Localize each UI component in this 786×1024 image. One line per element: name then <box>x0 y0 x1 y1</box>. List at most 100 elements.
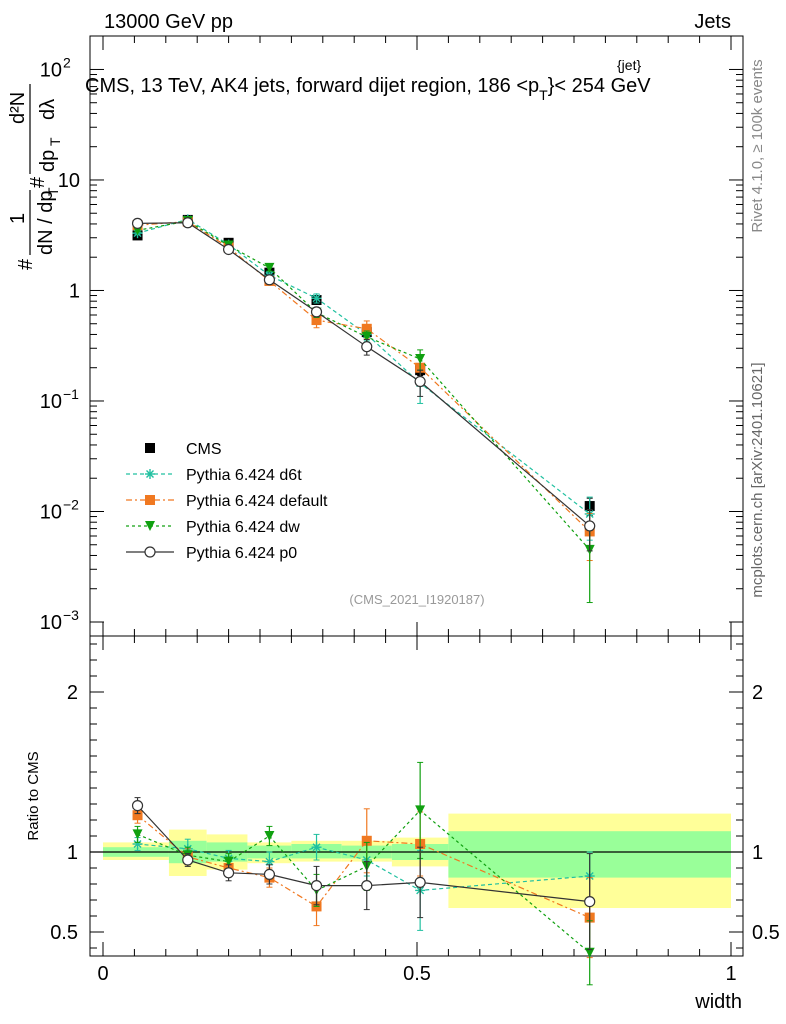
ylabel-hash2: # <box>27 176 49 188</box>
title-superscript: {jet} <box>617 57 641 73</box>
ylabel-hash1: # <box>15 258 37 270</box>
data-point <box>264 831 275 841</box>
ratio-ytick-label-right: 2 <box>752 682 763 704</box>
side-rivet-label: Rivet 4.1.0, ≥ 100k events <box>749 59 766 232</box>
data-point <box>414 876 426 889</box>
series-pythia-6-424-p0 <box>131 217 596 552</box>
legend-label: Pythia 6.424 d6t <box>186 467 302 484</box>
x-tick-label: 0 <box>97 963 108 985</box>
ylabel-denominator: dN / dp <box>35 191 57 255</box>
ratio-axes: 0.5 0.5 1 1 2 2 0 0.5 1 <box>50 636 780 985</box>
ytick-base: 10 <box>40 59 62 81</box>
legend-label: Pythia 6.424 p0 <box>186 545 297 562</box>
data-point <box>310 306 323 318</box>
star-stroke <box>312 843 321 852</box>
header-right: Jets <box>694 11 731 33</box>
data-point <box>311 293 322 304</box>
data-point <box>584 895 596 908</box>
data-point <box>223 243 235 256</box>
data-point <box>361 341 373 353</box>
data-point <box>584 947 595 958</box>
main-series <box>131 214 596 604</box>
main-ytick-label: 10 <box>40 612 62 634</box>
data-point <box>264 856 275 867</box>
data-point <box>182 854 194 866</box>
data-point <box>263 868 276 881</box>
series-pythia-6-424-d6t <box>132 214 595 541</box>
series-line <box>137 843 590 892</box>
ratio-ytick-label: 2 <box>67 682 78 704</box>
data-point <box>223 856 234 867</box>
data-point <box>131 217 144 229</box>
ylabel-dp: dp <box>37 150 59 172</box>
data-point <box>145 495 155 505</box>
ylabel-one: 1 <box>7 213 29 224</box>
legend-label: CMS <box>186 441 222 458</box>
legend-label: Pythia 6.424 dw <box>186 519 300 536</box>
series-line <box>137 809 591 954</box>
ratio-ytick-label: 1 <box>67 842 78 864</box>
data-point <box>415 353 426 364</box>
series-line <box>137 814 590 919</box>
title-main: CMS, 13 TeV, AK4 jets, forward dijet reg… <box>85 75 539 97</box>
data-point <box>414 375 426 388</box>
data-point <box>584 520 596 532</box>
legend-label: Pythia 6.424 default <box>186 493 328 510</box>
x-axis-label: width <box>694 991 742 1013</box>
series-line <box>137 222 591 527</box>
ylabel-d2n: d²N <box>7 92 29 124</box>
main-ytick-exponent: −2 <box>63 496 79 512</box>
analysis-watermark: (CMS_2021_I1920187) <box>349 592 484 607</box>
data-point <box>361 331 372 342</box>
data-point <box>145 469 155 479</box>
side-mcplots-label: mcplots.cern.ch [arXiv:2401.10621] <box>749 362 766 597</box>
series-pythia-6-424-dw <box>132 761 595 986</box>
data-point <box>263 274 276 286</box>
x-tick-label: 1 <box>725 963 736 985</box>
main-ytick-label: 10 <box>40 501 62 523</box>
data-point <box>264 262 275 273</box>
data-point <box>311 315 322 326</box>
main-ylabel: # 1 dN / dp T # d²N dp T dλ <box>7 84 63 270</box>
ratio-ytick-label-right: 0.5 <box>752 922 780 944</box>
ratio-ylabel: Ratio to CMS <box>25 751 42 840</box>
series-line <box>137 220 591 551</box>
star-stroke <box>312 294 321 303</box>
ylabel-dlambda: dλ <box>37 99 59 120</box>
data-point <box>145 521 155 531</box>
x-tick-label: 0.5 <box>403 963 431 985</box>
star-stroke <box>146 470 154 478</box>
ylabel-dp-sub: T <box>47 137 63 146</box>
ytick-base: 10 <box>40 612 62 634</box>
legend-entry: Pythia 6.424 p0 <box>126 545 297 562</box>
data-point <box>311 842 322 853</box>
main-ytick-exponent: −3 <box>63 607 79 623</box>
header-left: 13000 GeV pp <box>104 11 233 33</box>
ylabel-denom-sub: T <box>45 187 61 196</box>
data-point <box>132 829 143 840</box>
series-pythia-6-424-p0 <box>131 797 596 951</box>
star-stroke <box>265 857 274 866</box>
legend-entry: Pythia 6.424 default <box>126 493 328 510</box>
data-point <box>361 835 372 846</box>
star-stroke <box>133 840 142 848</box>
ytick-base: 10 <box>40 501 62 523</box>
main-ytick-label: 1 <box>69 280 80 302</box>
legend-entry: CMS <box>145 441 222 458</box>
series-line <box>137 220 591 532</box>
legend-entry: Pythia 6.424 d6t <box>126 467 302 484</box>
legend: CMS Pythia 6.424 d6t Pythia 6.424 default P… <box>126 441 328 562</box>
data-point <box>182 217 194 229</box>
ytick-base: 10 <box>40 391 62 413</box>
title-end: }< 254 GeV <box>548 75 652 97</box>
data-point <box>415 805 426 816</box>
data-point <box>361 323 372 334</box>
ratio-ytick-label: 0.5 <box>50 922 78 944</box>
data-point <box>144 546 156 558</box>
main-ytick-label: 10 <box>58 170 80 192</box>
data-point <box>223 867 235 879</box>
title-sub: T <box>539 87 548 103</box>
main-ytick-exponent: −1 <box>63 386 79 402</box>
